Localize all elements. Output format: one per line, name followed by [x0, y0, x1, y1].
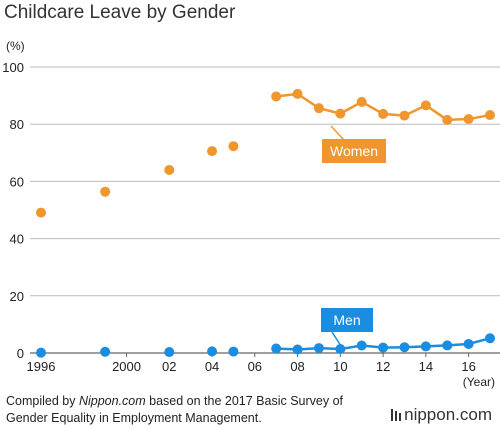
- x-tick-label: 2000: [112, 359, 141, 374]
- data-point: [313, 343, 324, 354]
- y-tick-label: 0: [17, 346, 24, 361]
- legend-women: Women: [322, 125, 386, 163]
- brand-logo: nippon.com: [391, 405, 492, 425]
- data-point: [271, 91, 282, 102]
- source-line2: Gender Equality in Employment Management…: [6, 411, 262, 425]
- source-suffix: based on the 2017 Basic Survey of: [145, 394, 344, 408]
- legend-men-box: [321, 308, 373, 332]
- legend-men: Men: [321, 308, 373, 347]
- source-note: Compiled by Nippon.com based on the 2017…: [6, 393, 343, 427]
- data-point: [207, 346, 218, 357]
- source-prefix: Compiled by: [6, 394, 79, 408]
- data-point: [399, 342, 410, 353]
- data-point: [271, 343, 282, 354]
- data-point: [378, 108, 389, 119]
- y-tick-label: 60: [10, 174, 24, 189]
- data-point: [442, 114, 453, 125]
- y-tick-labels: 0 20 40 60 80 100: [2, 60, 24, 361]
- data-point: [228, 346, 239, 357]
- data-point: [292, 344, 303, 355]
- y-tick-label: 80: [10, 117, 24, 132]
- y-axis-label: (%): [6, 39, 25, 53]
- data-point: [356, 340, 367, 351]
- data-point: [442, 340, 453, 351]
- brand-text: nippon.com: [404, 405, 492, 424]
- x-tick-labels: 1996 2000 02 04 06 08 10 12 14 16: [27, 353, 476, 374]
- x-tick-label: 1996: [27, 359, 56, 374]
- y-tick-label: 100: [2, 60, 24, 75]
- x-tick-label: 12: [376, 359, 390, 374]
- data-point: [164, 347, 175, 358]
- x-tick-label: 04: [205, 359, 219, 374]
- data-point: [356, 96, 367, 107]
- x-tick-label: 10: [333, 359, 347, 374]
- series-women: [36, 88, 495, 218]
- data-point: [485, 110, 495, 121]
- data-point: [420, 100, 431, 111]
- data-point: [399, 110, 410, 121]
- data-point: [420, 341, 431, 352]
- chart-title: Childcare Leave by Gender: [4, 2, 236, 23]
- x-tick-label: 14: [419, 359, 433, 374]
- brand-mark-icon: [391, 409, 402, 421]
- data-point: [100, 346, 111, 357]
- x-tick-label: 08: [290, 359, 304, 374]
- y-tick-label: 40: [10, 232, 24, 247]
- data-point: [485, 333, 495, 344]
- legend-men-label: Men: [333, 312, 360, 328]
- x-tick-label: 02: [162, 359, 176, 374]
- data-point: [292, 88, 303, 99]
- data-point: [463, 114, 474, 125]
- data-point: [335, 344, 346, 355]
- data-point: [463, 338, 474, 349]
- data-point: [207, 146, 218, 157]
- gridlines: [30, 66, 500, 354]
- data-point: [164, 164, 175, 175]
- data-point: [228, 141, 239, 152]
- x-tick-label: 16: [461, 359, 475, 374]
- data-point: [335, 108, 346, 119]
- series-men: [36, 333, 495, 358]
- data-point: [313, 103, 324, 114]
- data-point: [36, 207, 46, 218]
- data-point: [100, 186, 111, 197]
- x-tick-label: 06: [248, 359, 262, 374]
- x-axis-label: (Year): [463, 375, 495, 389]
- data-point: [36, 347, 46, 358]
- y-tick-label: 20: [10, 289, 24, 304]
- legend-women-box: [322, 139, 386, 163]
- source-site: Nippon.com: [78, 394, 146, 408]
- legend-women-label: Women: [330, 143, 378, 159]
- data-point: [378, 342, 389, 353]
